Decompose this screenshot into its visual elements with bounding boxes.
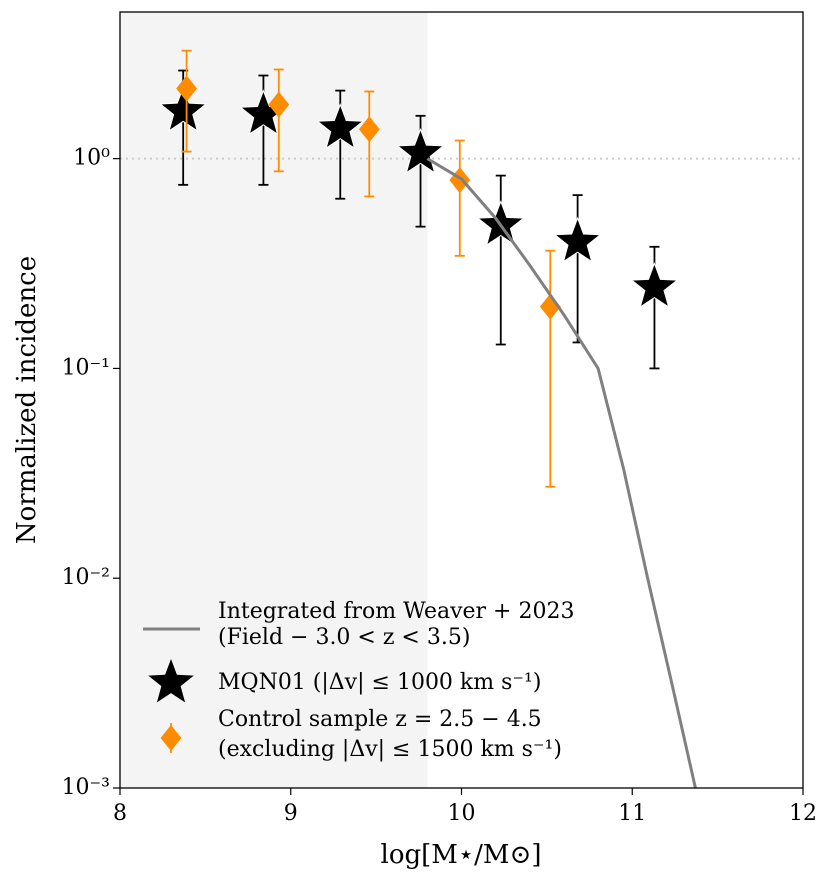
x-tick-label: 8 [113, 801, 127, 826]
legend-label: MQN01 (|Δv| ≤ 1000 km s⁻¹) [218, 670, 541, 695]
legend-diamond [160, 725, 182, 751]
y-tick-label: 10⁻¹ [62, 355, 110, 380]
star-marker [159, 85, 208, 132]
shaded-region [120, 12, 428, 788]
diamond-marker [268, 91, 290, 118]
legend-label: Integrated from Weaver + 2023 [218, 599, 574, 624]
x-tick-label: 9 [284, 801, 298, 826]
x-tick-label: 12 [789, 801, 817, 826]
star-marker [630, 262, 679, 309]
curve [426, 157, 697, 789]
legend-label: (Field − 3.0 < z < 3.5) [218, 625, 470, 650]
diamond-marker [358, 116, 380, 143]
star-marker [553, 216, 602, 263]
star-marker [316, 103, 365, 150]
legend-label: Control sample z = 2.5 − 4.5 [218, 707, 542, 732]
star-marker [396, 127, 445, 174]
legend-star [148, 659, 194, 703]
diamond-marker [176, 75, 197, 102]
x-axis-label: log[M⋆/M⊙] [381, 840, 542, 870]
x-tick-label: 11 [618, 801, 646, 826]
y-tick-label: 10⁻³ [62, 775, 110, 800]
x-tick-label: 10 [448, 801, 476, 826]
y-tick-label: 10⁻² [62, 565, 110, 590]
diamond-marker [449, 167, 471, 194]
y-tick-label: 10⁰ [73, 146, 110, 171]
y-axis-label: Normalized incidence [12, 256, 42, 544]
plot-frame [119, 11, 804, 789]
legend-label: (excluding |Δv| ≤ 1500 km s⁻¹) [218, 737, 562, 762]
